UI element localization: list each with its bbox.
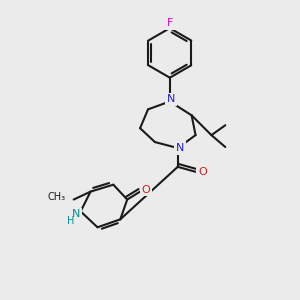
Text: H: H	[67, 216, 74, 226]
Text: N: N	[176, 143, 184, 153]
Text: O: O	[142, 184, 150, 195]
Text: N: N	[71, 209, 80, 219]
Text: N: N	[167, 94, 175, 104]
Text: O: O	[198, 167, 207, 177]
Text: CH₃: CH₃	[48, 192, 66, 202]
Text: F: F	[167, 18, 173, 28]
